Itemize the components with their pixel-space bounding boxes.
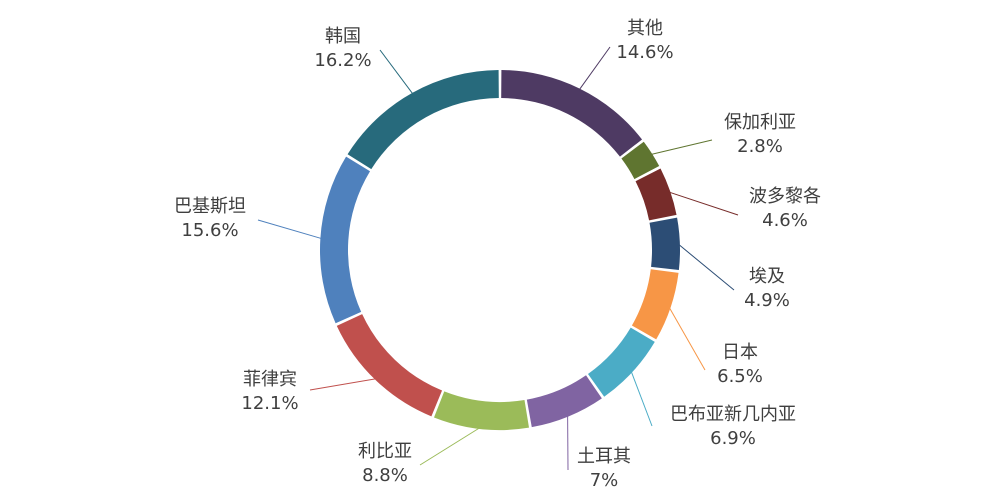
slice-label-4: 埃及 <box>749 266 785 287</box>
slice-label-9: 菲律宾 <box>243 369 297 390</box>
slice-value-2: 2.8% <box>737 136 783 157</box>
slice-9 <box>336 314 443 417</box>
slice-value-10: 15.6% <box>181 220 238 241</box>
slice-label-7: 土耳其 <box>577 446 631 467</box>
slice-value-3: 4.6% <box>762 210 808 231</box>
leader-lines-group <box>257 46 739 471</box>
slice-label-6: 巴布亚新几内亚 <box>670 404 796 425</box>
slice-label-10: 巴基斯坦 <box>174 196 246 217</box>
leader-line-4 <box>677 243 735 291</box>
leader-line-1 <box>578 46 611 91</box>
slice-6 <box>587 327 655 397</box>
leader-line-6 <box>630 370 653 427</box>
slice-5 <box>631 269 679 340</box>
slice-value-5: 6.5% <box>717 366 763 387</box>
slice-label-3: 波多黎各 <box>749 186 821 207</box>
leader-line-5 <box>668 306 706 371</box>
slice-4 <box>649 217 680 271</box>
slice-label-2: 保加利亚 <box>724 112 796 133</box>
slices-group <box>319 70 680 431</box>
slice-label-11: 韩国 <box>325 26 361 47</box>
slice-value-7: 7% <box>590 470 619 491</box>
slice-label-8: 利比亚 <box>358 441 412 462</box>
slice-value-6: 6.9% <box>710 428 756 449</box>
leader-line-8 <box>419 426 482 466</box>
labels-group: 其他 14.6% 保加利亚 2.8% 波多黎各 4.6% 埃及 4.9% 日本 6.5% 巴布亚新几… <box>174 18 821 491</box>
leader-line-11 <box>379 49 414 95</box>
slice-7 <box>526 375 602 428</box>
leader-line-9 <box>309 378 377 391</box>
leader-line-3 <box>668 191 739 216</box>
leader-line-2 <box>650 139 713 156</box>
slice-2 <box>621 141 660 180</box>
slice-8 <box>434 391 529 431</box>
slice-3 <box>635 168 677 221</box>
slice-label-1: 其他 <box>627 18 663 39</box>
slice-value-1: 14.6% <box>616 42 673 63</box>
slice-1 <box>501 70 643 157</box>
slice-10 <box>319 156 371 324</box>
slice-11 <box>347 70 499 170</box>
slice-label-5: 日本 <box>722 342 758 363</box>
slice-value-9: 12.1% <box>241 393 298 414</box>
slice-value-8: 8.8% <box>362 465 408 486</box>
leader-line-10 <box>257 219 323 240</box>
slice-value-11: 16.2% <box>314 50 371 71</box>
slice-value-4: 4.9% <box>744 290 790 311</box>
